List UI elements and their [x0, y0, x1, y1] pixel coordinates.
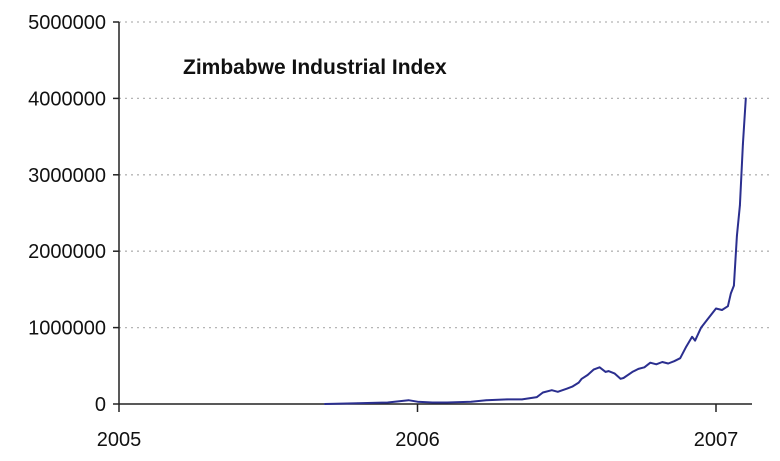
data-point: [706, 319, 708, 321]
data-point: [592, 368, 595, 371]
data-point: [685, 345, 687, 348]
data-point: [470, 400, 473, 403]
y-tick-label: 1000000: [28, 318, 106, 340]
series-line: [324, 97, 747, 405]
series-layer: [324, 97, 747, 405]
data-point: [431, 401, 434, 404]
data-point: [661, 361, 664, 363]
y-tick-label: 3000000: [28, 165, 106, 187]
data-point: [557, 391, 559, 393]
data-point: [679, 357, 681, 360]
data-point: [586, 374, 589, 376]
x-tick-label: 2007: [694, 429, 739, 451]
data-point: [551, 389, 553, 392]
y-tick-label: 0: [95, 394, 106, 416]
data-point: [521, 398, 523, 401]
data-point: [542, 391, 544, 394]
x-tick-label: 2005: [97, 429, 142, 451]
data-point: [324, 403, 326, 405]
data-point: [649, 361, 652, 364]
y-tick-label: 5000000: [28, 12, 106, 34]
y-tick-label: 2000000: [28, 241, 106, 263]
axes: [113, 21, 752, 412]
data-point: [571, 385, 574, 388]
data-point: [506, 398, 508, 401]
data-point: [446, 401, 449, 404]
data-point: [700, 326, 702, 329]
data-point: [739, 204, 741, 207]
data-point: [622, 377, 625, 379]
data-point: [691, 336, 693, 338]
tick-labels: 0 1000000 2000000 3000000 4000000 5000000 2005…: [28, 12, 738, 451]
data-point: [416, 400, 419, 403]
data-point: [604, 371, 607, 373]
data-point: [655, 363, 658, 366]
data-point: [733, 284, 735, 287]
data-point: [721, 309, 723, 311]
data-point: [580, 378, 583, 380]
y-tick-label: 4000000: [28, 88, 106, 110]
data-point: [667, 362, 669, 365]
data-point: [715, 307, 717, 310]
data-point: [598, 366, 601, 369]
grid-lines: [119, 21, 772, 329]
data-point: [357, 402, 359, 405]
data-point: [619, 378, 622, 380]
data-point: [536, 396, 538, 398]
data-point: [566, 387, 568, 390]
data-point: [745, 97, 747, 100]
data-point: [607, 370, 610, 372]
data-point: [742, 143, 744, 145]
data-point: [613, 372, 616, 375]
data-point: [736, 235, 738, 237]
data-point: [730, 292, 732, 295]
data-point: [407, 399, 410, 402]
data-point: [631, 371, 634, 373]
data-point: [694, 339, 696, 342]
data-point: [727, 305, 729, 308]
data-point: [643, 366, 646, 369]
data-point: [637, 368, 640, 370]
data-point: [673, 360, 675, 363]
data-point: [485, 399, 488, 402]
x-tick-label: 2006: [395, 429, 440, 451]
data-point: [386, 401, 389, 404]
data-point: [577, 381, 580, 384]
chart-title: Zimbabwe Industrial Index: [183, 56, 447, 79]
